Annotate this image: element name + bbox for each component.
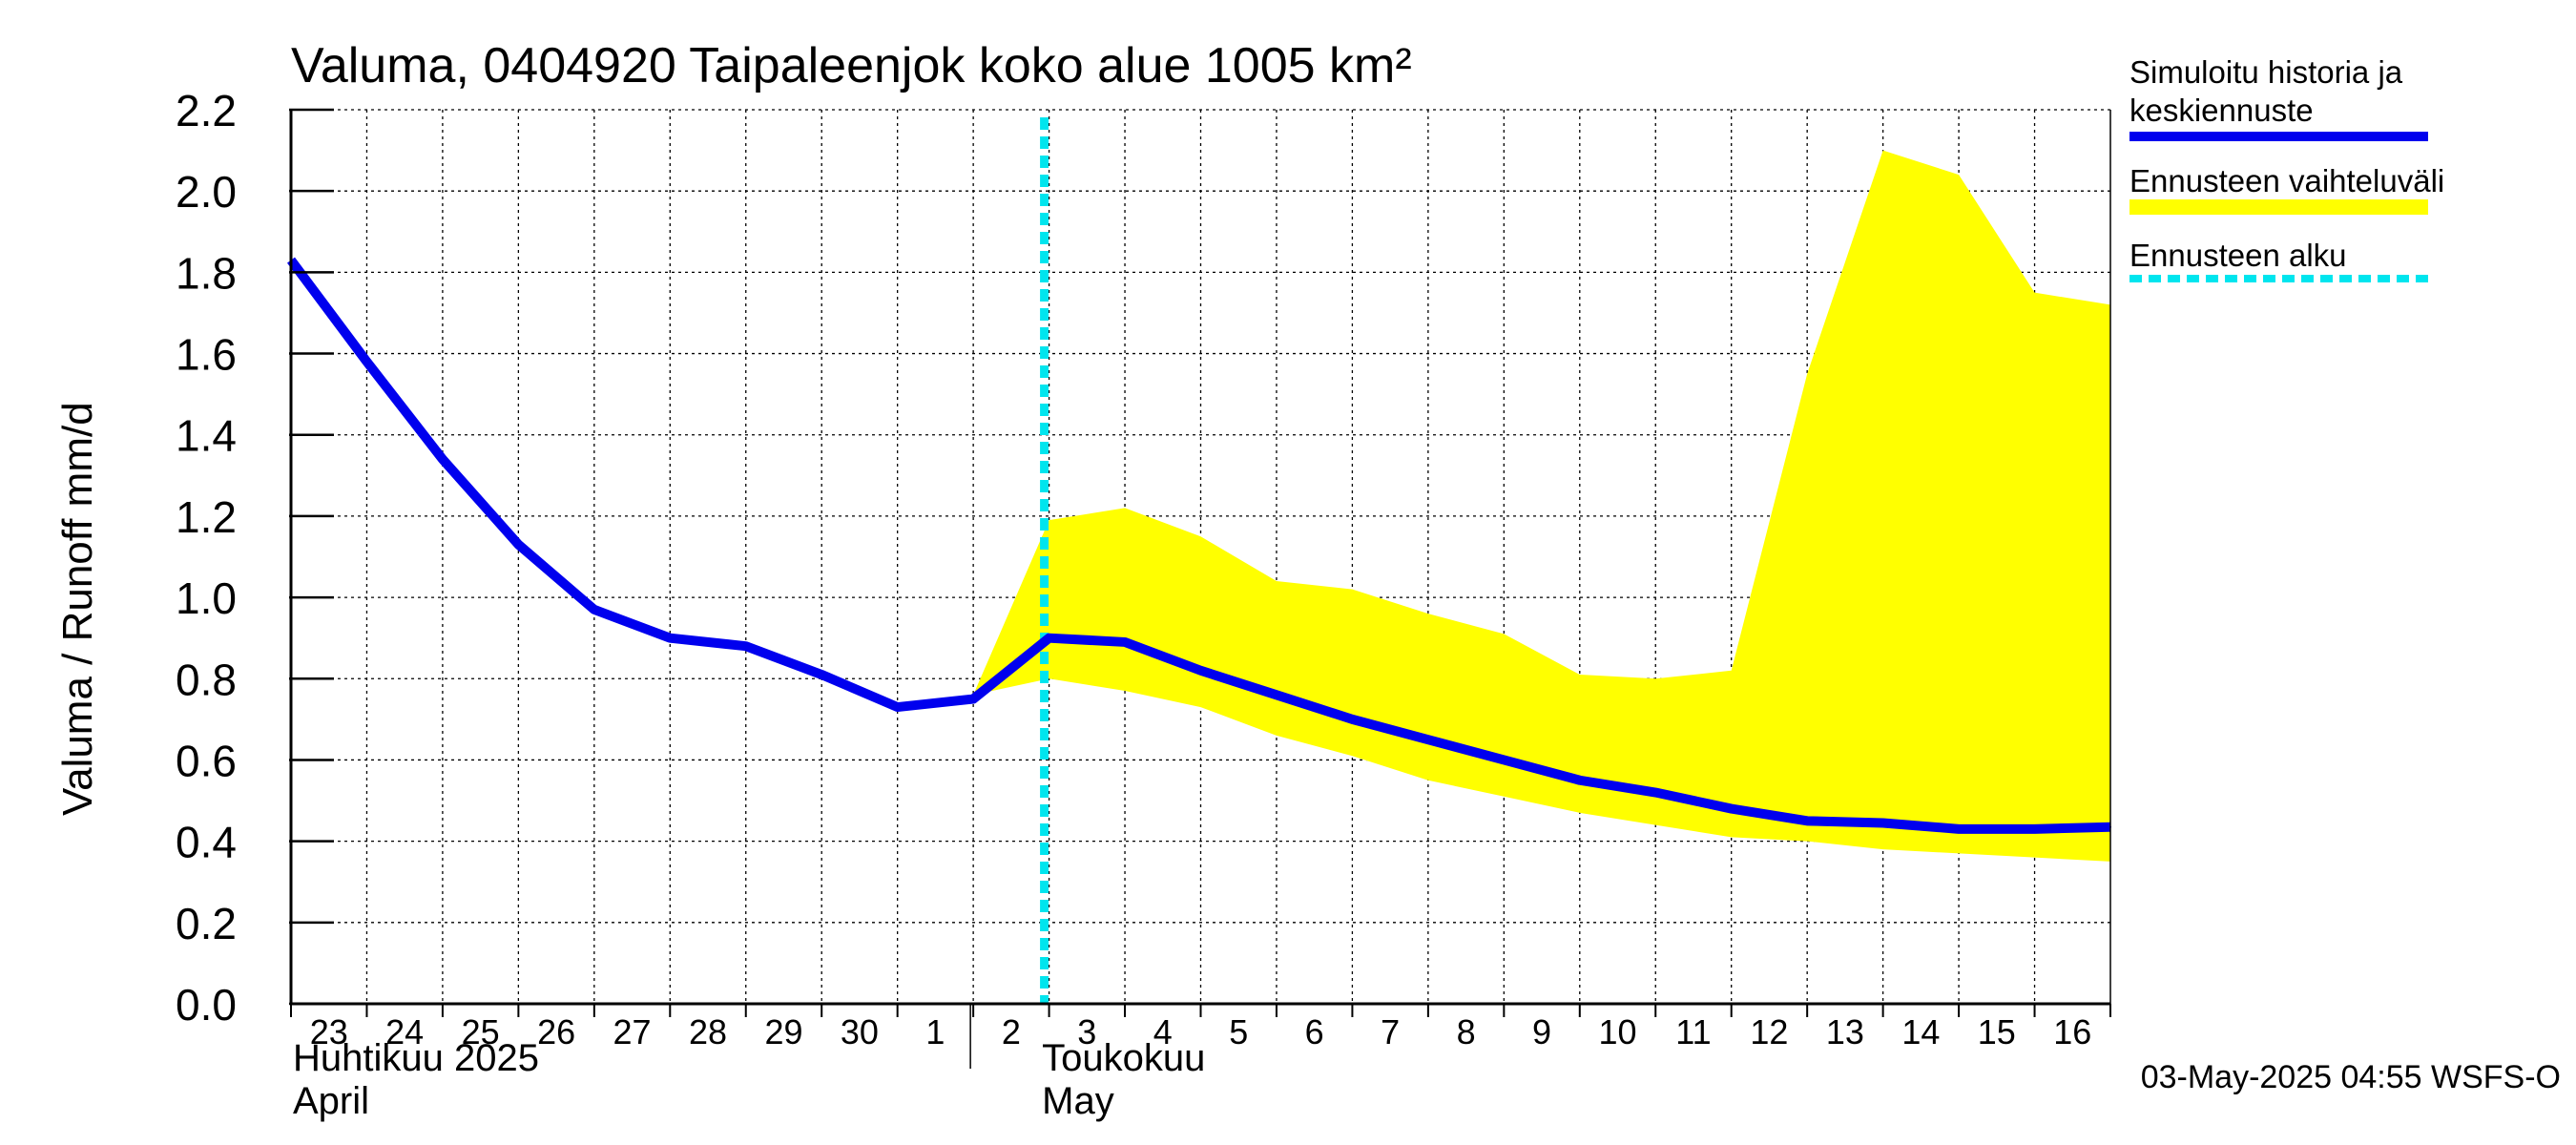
series-point xyxy=(1351,718,1354,720)
series-point xyxy=(441,458,444,461)
month-label: Toukokuu xyxy=(1042,1037,1205,1079)
x-tick-label: 30 xyxy=(841,1012,879,1051)
y-tick-label: 1.2 xyxy=(176,492,237,542)
x-tick-label: 8 xyxy=(1457,1012,1476,1051)
series-point xyxy=(517,543,520,546)
y-tick-label: 1.6 xyxy=(176,330,237,380)
x-tick-label: 14 xyxy=(1901,1012,1940,1051)
y-tick-label: 0.2 xyxy=(176,899,237,948)
x-tick-label: 12 xyxy=(1750,1012,1788,1051)
x-tick-label: 15 xyxy=(1978,1012,2016,1051)
series-point xyxy=(1048,636,1050,639)
y-tick-label: 0.4 xyxy=(176,818,237,867)
month-label: Huhtikuu 2025 xyxy=(293,1037,539,1079)
y-tick-label: 2.0 xyxy=(176,167,237,217)
series-point xyxy=(365,361,368,364)
x-tick-label: 27 xyxy=(613,1012,652,1051)
x-tick-label: 7 xyxy=(1381,1012,1400,1051)
y-tick-label: 1.4 xyxy=(176,411,237,461)
series-point xyxy=(744,645,747,648)
series-point xyxy=(669,636,672,639)
x-tick-label: 16 xyxy=(2053,1012,2091,1051)
axis-labels: 0.00.20.40.60.81.01.21.41.61.82.02.223 24… xyxy=(176,86,2091,1122)
series-point xyxy=(972,697,975,700)
y-tick-label: 1.8 xyxy=(176,248,237,298)
axes xyxy=(289,108,2111,1069)
series-point xyxy=(821,674,823,677)
series-point xyxy=(1654,791,1657,794)
x-tick-label: 1 xyxy=(925,1012,945,1051)
y-tick-label: 1.0 xyxy=(176,573,237,623)
legend-label: Ennusteen alku xyxy=(2129,238,2347,273)
y-tick-label: 0.6 xyxy=(176,736,237,785)
footer-timestamp: 03-May-2025 04:55 WSFS-O xyxy=(2141,1059,2561,1095)
x-tick-label: 29 xyxy=(764,1012,802,1051)
y-axis-label: Valuma / Runoff mm/d xyxy=(54,402,101,816)
x-tick-label: 11 xyxy=(1675,1012,1711,1051)
series-point xyxy=(1806,820,1809,822)
x-tick-label: 13 xyxy=(1826,1012,1864,1051)
legend-label: keskiennuste xyxy=(2129,93,2314,128)
x-tick-label: 3 xyxy=(1077,1012,1096,1051)
chart-title: Valuma, 0404920 Taipaleenjok koko alue 1… xyxy=(291,38,1412,94)
x-tick-label: 23 xyxy=(310,1012,348,1051)
series-point xyxy=(1124,640,1127,643)
series-point xyxy=(1426,739,1429,741)
series-point xyxy=(896,706,899,709)
y-tick-label: 0.8 xyxy=(176,655,237,704)
forecast-range-band xyxy=(973,150,2110,862)
series-point xyxy=(1503,759,1506,761)
series-point xyxy=(1730,807,1733,810)
series-point xyxy=(1275,694,1278,697)
legend-label: Simuloitu historia ja xyxy=(2129,54,2403,90)
x-tick-label: 2 xyxy=(1002,1012,1021,1051)
x-tick-label: 25 xyxy=(462,1012,500,1051)
series-point xyxy=(1881,822,1884,824)
x-tick-label: 4 xyxy=(1153,1012,1173,1051)
x-tick-label: 26 xyxy=(537,1012,575,1051)
month-label-english: May xyxy=(1042,1080,1114,1122)
x-tick-label: 5 xyxy=(1229,1012,1248,1051)
legend-label: Ennusteen vaihteluväli xyxy=(2129,163,2444,198)
forecast-band-area xyxy=(973,150,2110,862)
series-point xyxy=(1578,779,1581,781)
x-tick-label: 10 xyxy=(1598,1012,1636,1051)
series-point xyxy=(1199,669,1202,672)
series-point xyxy=(1958,827,1961,830)
y-tick-label: 0.0 xyxy=(176,980,237,1030)
month-label-english: April xyxy=(293,1080,369,1122)
x-tick-label: 24 xyxy=(385,1012,424,1051)
x-tick-label: 28 xyxy=(689,1012,727,1051)
series-point xyxy=(2033,827,2036,830)
y-tick-label: 2.2 xyxy=(176,86,237,135)
x-tick-label: 6 xyxy=(1305,1012,1324,1051)
series-point xyxy=(592,608,595,611)
x-tick-label: 9 xyxy=(1532,1012,1551,1051)
